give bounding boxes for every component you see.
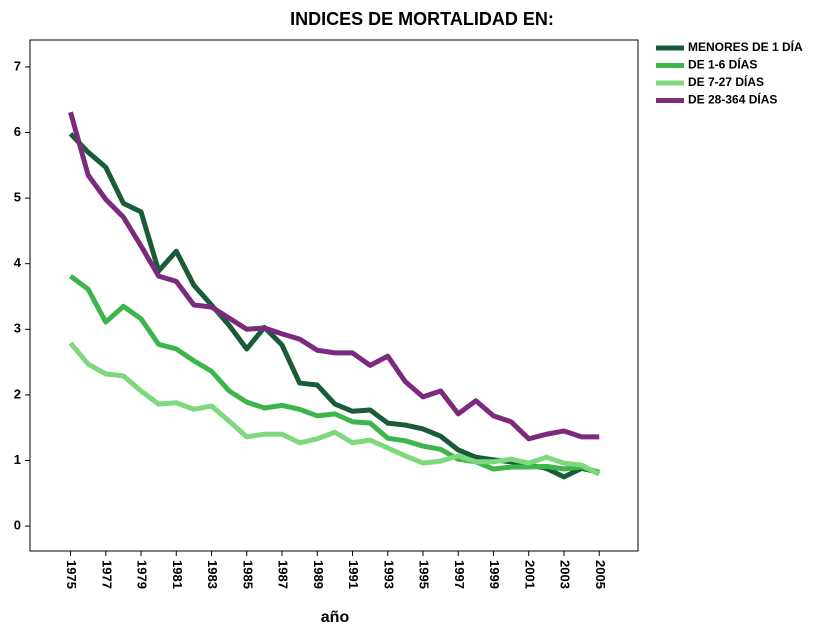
y-tick-label: 3: [14, 321, 21, 336]
y-tick-label: 1: [14, 452, 21, 467]
legend-text: DE 7-27 DÍAS: [688, 74, 764, 89]
x-axis-label: año: [321, 609, 350, 625]
x-tick-label: 1993: [381, 560, 396, 589]
legend-text: DE 1-6 DÍAS: [688, 57, 757, 72]
x-tick-label: 1999: [487, 560, 502, 589]
y-tick-label: 2: [14, 386, 21, 401]
x-tick-label: 1985: [240, 560, 255, 589]
data-line: [68, 341, 601, 477]
x-tick-label: 2001: [522, 560, 537, 589]
data-line: [68, 111, 600, 442]
x-tick-label: 1977: [99, 560, 114, 589]
x-tick-label: 1979: [135, 560, 150, 589]
x-tick-label: 1981: [170, 560, 185, 589]
x-tick-label: 1983: [205, 560, 220, 589]
y-tick-label: 7: [14, 58, 21, 73]
y-tick-label: 4: [14, 255, 22, 270]
legend-text: DE 28-364 DÍAS: [688, 92, 777, 107]
x-tick-label: 2003: [558, 560, 573, 589]
x-tick-label: 1995: [417, 560, 432, 589]
x-tick-label: 1989: [311, 560, 326, 589]
plot-frame: [29, 39, 639, 552]
data-line: [68, 132, 600, 480]
x-tick-label: 2005: [593, 560, 608, 589]
x-tick-label: 1997: [452, 560, 467, 589]
x-tick-label: 1975: [64, 560, 79, 589]
legend-text: MENORES DE 1 DÍA: [688, 39, 803, 54]
y-tick-label: 6: [14, 124, 21, 139]
y-tick-label: 5: [14, 190, 21, 205]
x-tick-label: 1987: [276, 560, 291, 589]
y-tick-label: 0: [14, 518, 21, 533]
x-tick-label: 1991: [346, 560, 361, 589]
chart-title: INDICES DE MORTALIDAD EN:: [290, 9, 554, 29]
data-line: [69, 274, 600, 475]
